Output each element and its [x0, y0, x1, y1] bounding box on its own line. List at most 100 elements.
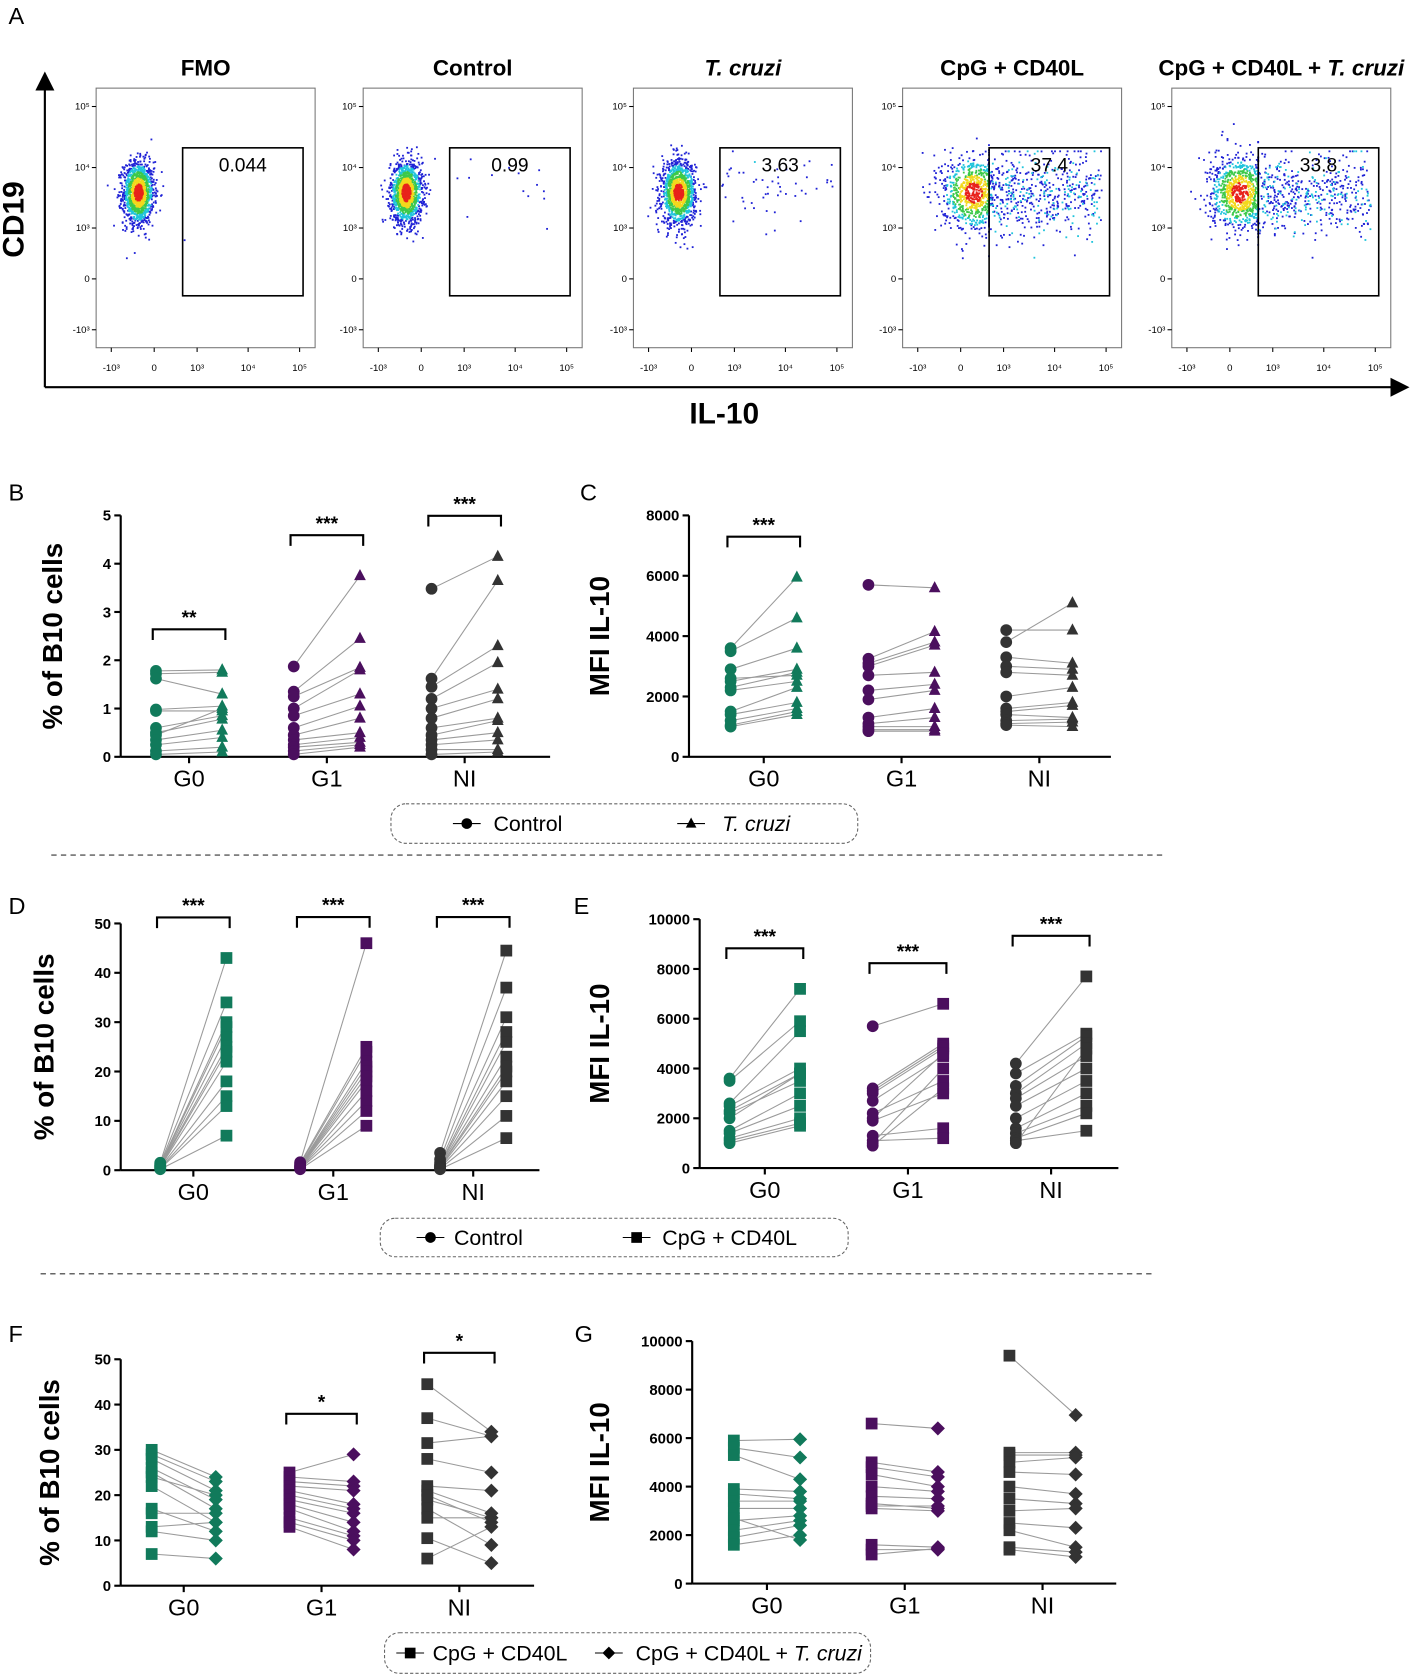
- event-dot: [414, 177, 417, 180]
- event-dot: [152, 170, 155, 173]
- event-dot: [1065, 203, 1068, 205]
- event-dot: [1022, 185, 1025, 188]
- event-dot: [1084, 207, 1087, 210]
- event-dot: [144, 216, 146, 219]
- event-dot: [753, 161, 756, 163]
- event-dot: [686, 169, 689, 172]
- event-dot: [667, 199, 670, 202]
- event-dot: [125, 182, 128, 185]
- event-dot: [1079, 156, 1082, 159]
- event-dot: [674, 173, 677, 176]
- event-dot: [682, 197, 685, 200]
- event-dot: [961, 249, 964, 252]
- event-dot: [151, 224, 154, 227]
- event-dot: [692, 193, 695, 196]
- event-dot: [678, 182, 681, 184]
- event-dot: [121, 196, 124, 198]
- event-dot: [119, 176, 122, 179]
- event-dot: [687, 193, 690, 196]
- event-dot: [136, 185, 139, 188]
- event-dot: [127, 213, 130, 216]
- event-dot: [137, 216, 140, 219]
- event-dot: [1031, 172, 1034, 175]
- event-dot: [680, 154, 683, 157]
- event-dot: [394, 170, 397, 172]
- event-dot: [401, 203, 404, 205]
- event-dot: [1043, 190, 1046, 193]
- x-tick-label: 0: [152, 363, 157, 374]
- event-dot: [150, 138, 153, 141]
- event-dot: [401, 219, 404, 221]
- event-dot: [683, 165, 686, 168]
- event-dot: [135, 173, 137, 176]
- plot-frame: [362, 87, 583, 349]
- event-dot: [937, 196, 940, 199]
- event-dot: [150, 190, 153, 193]
- event-dot: [676, 212, 679, 215]
- event-dot: [665, 202, 668, 204]
- event-dot: [138, 206, 141, 208]
- event-dot: [684, 207, 687, 210]
- event-dot: [401, 225, 404, 228]
- event-dot: [1056, 168, 1059, 171]
- event-dot: [127, 175, 130, 178]
- event-dot: [120, 200, 123, 203]
- event-dot: [671, 162, 674, 165]
- event-dot: [1089, 227, 1092, 230]
- event-dot: [1040, 176, 1043, 179]
- event-dot: [671, 174, 674, 177]
- event-dot: [134, 169, 136, 172]
- event-dot: [1038, 200, 1040, 203]
- event-dot: [125, 181, 128, 183]
- event-dot: [667, 174, 670, 177]
- event-dot: [153, 191, 156, 194]
- event-dot: [1012, 188, 1015, 191]
- event-dot: [965, 243, 968, 245]
- event-dot: [669, 225, 671, 228]
- event-dot: [123, 168, 126, 171]
- event-dot: [1049, 218, 1051, 221]
- event-dot: [668, 206, 671, 209]
- event-dot: [1033, 209, 1036, 212]
- event-dot: [132, 182, 135, 185]
- event-dot: [1039, 181, 1042, 184]
- event-dot: [1018, 216, 1020, 219]
- event-dot: [150, 196, 153, 199]
- event-dot: [137, 194, 139, 197]
- event-dot: [1028, 202, 1031, 205]
- event-dot: [1069, 160, 1072, 163]
- event-dot: [944, 213, 946, 215]
- event-dot: [1083, 201, 1085, 203]
- event-dot: [148, 181, 151, 183]
- event-dot: [663, 180, 666, 183]
- event-dot: [1006, 212, 1009, 215]
- event-dot: [400, 209, 402, 212]
- event-cloud: [921, 137, 1103, 260]
- event-dot: [147, 171, 150, 174]
- event-dot: [123, 216, 126, 219]
- event-dot: [125, 228, 128, 230]
- event-dot: [1092, 177, 1094, 179]
- event-dot: [131, 202, 134, 205]
- event-dot: [687, 198, 689, 200]
- event-dot: [1092, 193, 1095, 196]
- event-dot: [396, 196, 399, 199]
- event-dot: [123, 176, 126, 178]
- event-dot: [691, 173, 694, 175]
- event-dot: [393, 193, 396, 196]
- event-dot: [398, 224, 401, 227]
- event-dot: [1092, 214, 1095, 217]
- event-dot: [684, 216, 687, 219]
- event-dot: [1015, 189, 1018, 192]
- event-dot: [410, 208, 413, 211]
- event-dot: [380, 184, 383, 187]
- event-dot: [668, 165, 671, 168]
- event-dot: [410, 169, 413, 172]
- event-dot: [692, 178, 695, 181]
- event-dot: [145, 178, 148, 181]
- event-dot: [118, 205, 121, 208]
- event-dot: [1046, 166, 1049, 168]
- event-dot: [424, 183, 427, 186]
- event-dot: [113, 188, 116, 191]
- event-dot: [1055, 229, 1058, 232]
